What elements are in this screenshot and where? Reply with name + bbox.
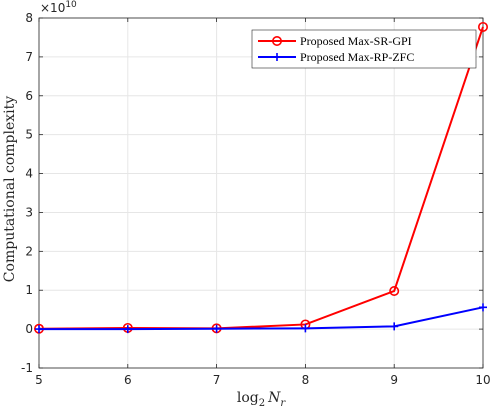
legend-marker-sr-gpi	[271, 35, 282, 46]
y-tick-label: 1	[25, 283, 33, 297]
axes	[38, 17, 484, 369]
legend-marker-rp-zfc	[273, 53, 281, 61]
data-point-proposed-max-rp-zfc	[301, 324, 310, 333]
x-tick-label: 7	[213, 373, 221, 387]
series	[33, 21, 488, 334]
y-tick-label: 0	[25, 322, 33, 336]
series-line-proposed-max-rp-zfc	[39, 306, 484, 331]
data-point-proposed-max-rp-zfc	[35, 325, 43, 334]
x-tick-label: 6	[124, 373, 132, 387]
legend: Proposed Max-SR-GPI Proposed Max-RP-ZFC	[251, 29, 477, 69]
y-tick-label: 3	[25, 205, 33, 219]
data-point-proposed-max-rp-zfc	[123, 325, 132, 334]
legend-label-rp-zfc: Proposed Max-RP-ZFC	[300, 50, 414, 64]
x-tick-label: 8	[302, 373, 310, 387]
data-point-proposed-max-sr-gpi	[477, 21, 488, 32]
legend-label-sr-gpi: Proposed Max-SR-GPI	[300, 34, 412, 48]
grid	[38, 17, 484, 369]
data-point-proposed-max-sr-gpi	[389, 285, 400, 296]
data-point-proposed-max-rp-zfc	[212, 324, 221, 333]
plot-background	[39, 18, 483, 368]
x-tick-label: 5	[35, 373, 43, 387]
y-axis-label: Computational complexity	[2, 96, 18, 282]
data-point-proposed-max-rp-zfc	[479, 303, 487, 312]
y-tick-label: 8	[25, 11, 33, 25]
y-tick-label: 7	[25, 50, 33, 64]
x-axis-label: log2 Nr	[237, 390, 287, 409]
y-tick-label: 2	[25, 244, 33, 258]
x-tick-label: 9	[390, 373, 398, 387]
plot-frame	[38, 17, 484, 369]
tick-labels: 5 6 7 8 9 10 -1 0 1 2 3 4 5 6 7 8	[21, 11, 490, 387]
series-line-proposed-max-sr-gpi	[38, 26, 484, 330]
y-tick-label: -1	[21, 361, 33, 375]
y-scale-exponent: ×1010	[40, 0, 77, 15]
data-point-proposed-max-rp-zfc	[390, 322, 399, 331]
y-tick-label: 6	[25, 89, 33, 103]
y-tick-label: 4	[25, 167, 33, 181]
x-tick-label: 10	[475, 373, 490, 387]
y-tick-label: 5	[25, 128, 33, 142]
legend-box	[251, 29, 477, 69]
